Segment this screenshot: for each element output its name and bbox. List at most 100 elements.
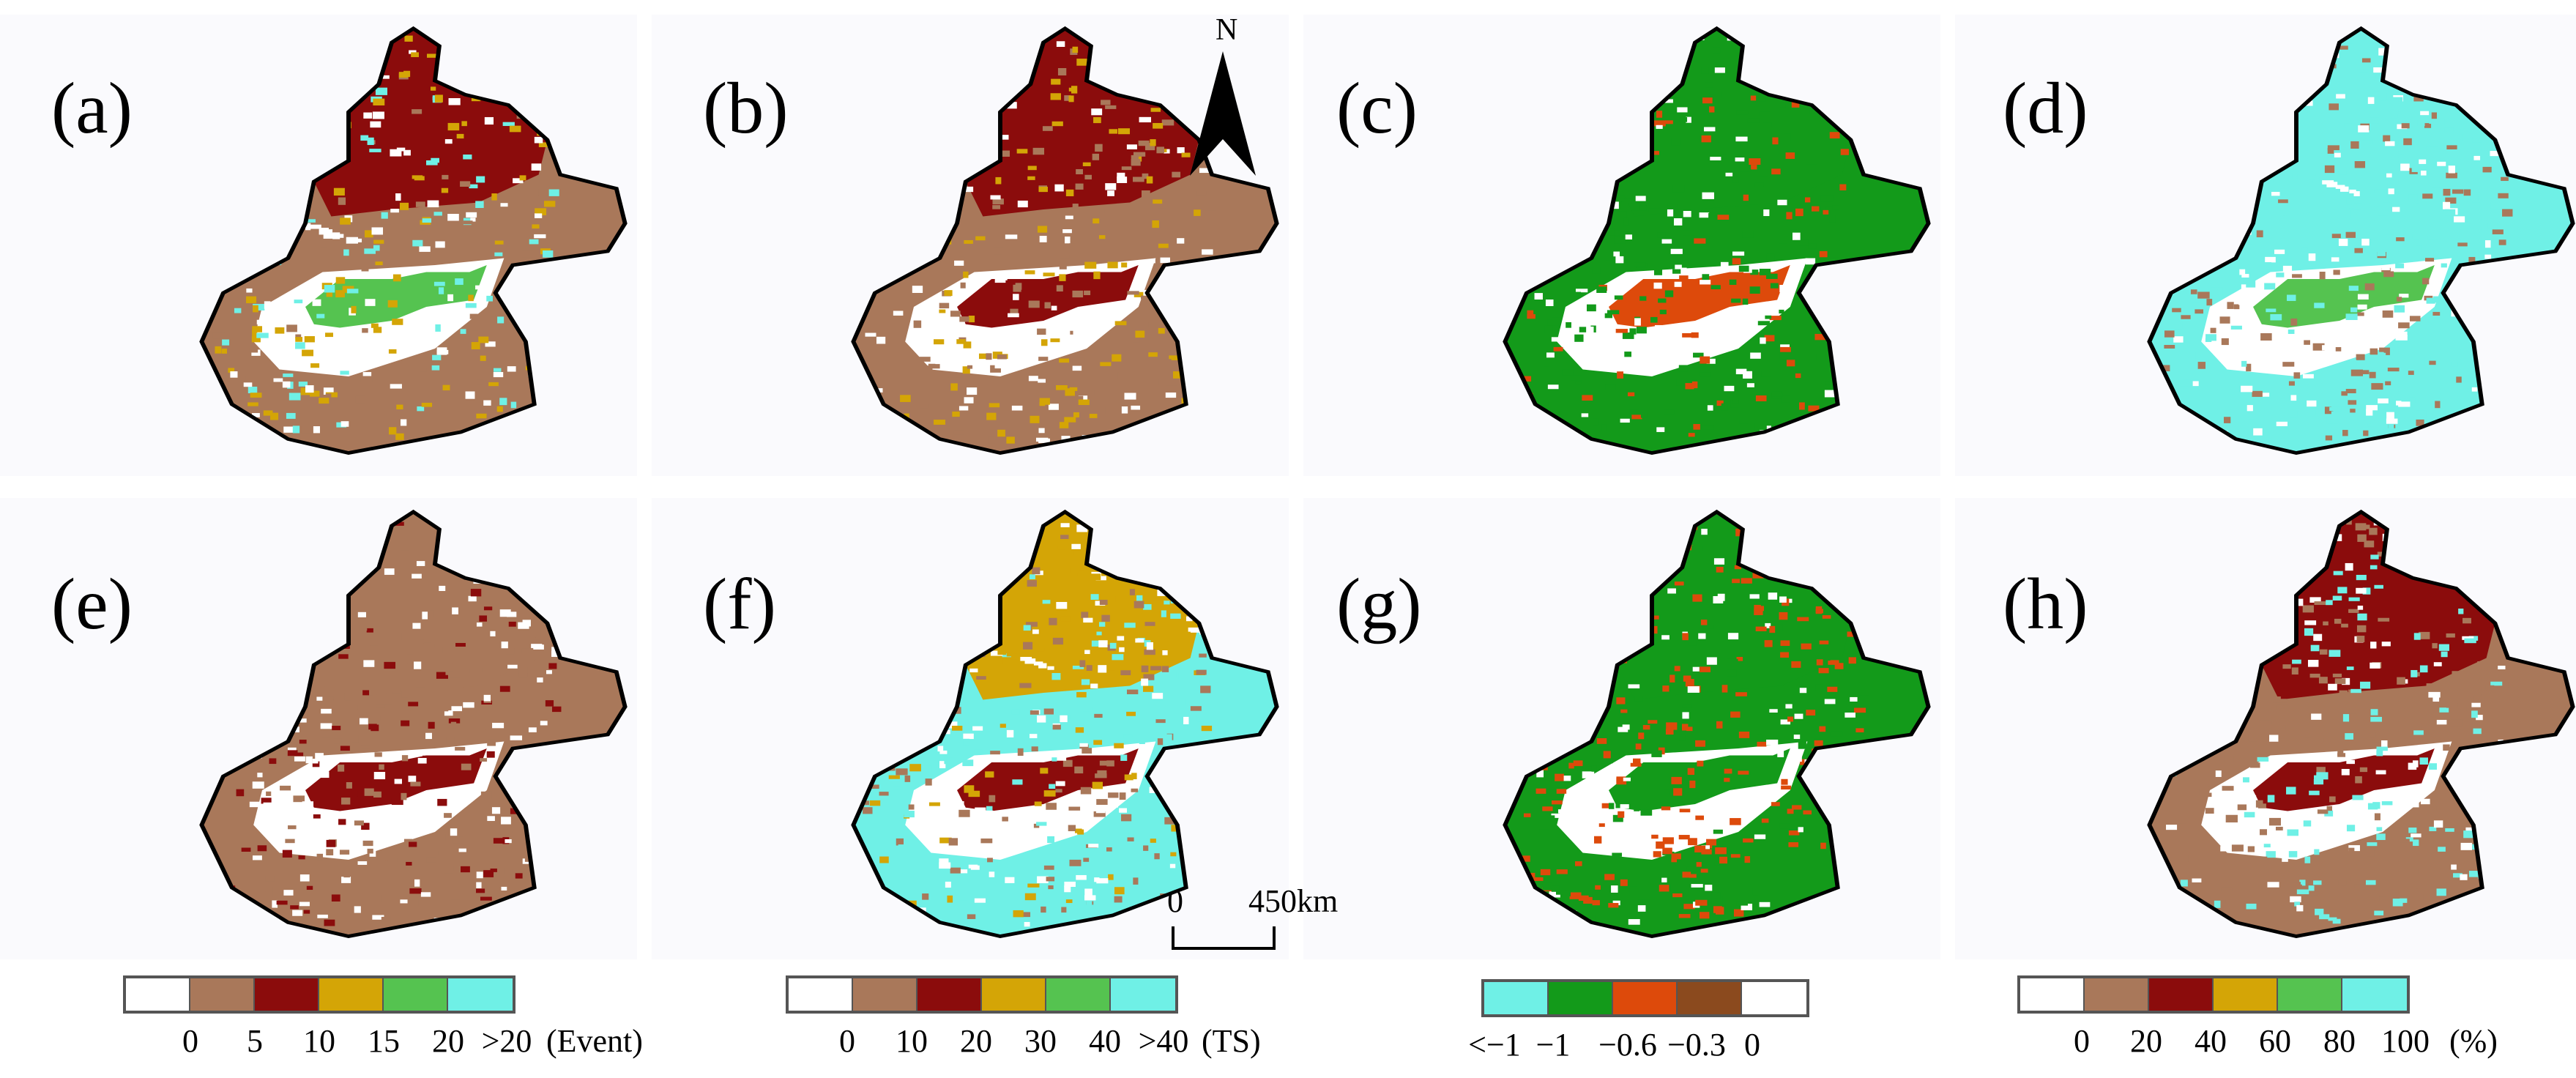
pixel-cell — [300, 608, 307, 615]
pixel-cell — [998, 150, 1010, 157]
pixel-cell — [378, 75, 390, 79]
pixel-cell — [1750, 95, 1757, 101]
pixel-cell — [1762, 55, 1771, 60]
pixel-cell — [465, 302, 477, 308]
pixel-cell — [1661, 806, 1671, 811]
pixel-cell — [1828, 417, 1839, 423]
pixel-cell — [1112, 354, 1122, 362]
pixel-cell — [2386, 418, 2398, 424]
pixel-cell — [2238, 300, 2248, 305]
pixel-cell — [335, 50, 342, 54]
pixel-cell — [1056, 41, 1065, 48]
pixel-cell — [1114, 896, 1123, 903]
pixel-cell — [1759, 902, 1771, 907]
pixel-cell — [1141, 665, 1149, 672]
pixel-cell — [1049, 617, 1057, 625]
pixel-cell — [1735, 692, 1747, 696]
pixel-cell — [1193, 612, 1202, 617]
pixel-cell — [1126, 711, 1136, 716]
pixel-cell — [1098, 665, 1107, 673]
pixel-cell — [475, 285, 488, 290]
pixel-cell — [1037, 715, 1046, 723]
pixel-cell — [980, 614, 991, 621]
pixel-cell — [1674, 37, 1684, 42]
pixel-cell — [1839, 814, 1852, 819]
pixel-cell — [1033, 823, 1040, 828]
pixel-cell — [222, 81, 231, 86]
pixel-cell — [1649, 42, 1656, 49]
pixel-cell — [529, 528, 536, 533]
pixel-cell — [287, 747, 297, 753]
pixel-cell — [2249, 762, 2260, 768]
pixel-cell — [914, 124, 922, 133]
pixel-cell — [2264, 283, 2276, 290]
pixel-cell — [2370, 716, 2382, 722]
pixel-cell — [1570, 557, 1577, 565]
pixel-cell — [435, 241, 445, 248]
pixel-cell — [1015, 46, 1021, 52]
pixel-cell — [1126, 689, 1139, 694]
panel-label-e: (e) — [51, 563, 133, 644]
pixel-cell — [1744, 856, 1751, 863]
pixel-cell — [1185, 699, 1196, 705]
pixel-cell — [450, 721, 457, 729]
pixel-cell — [2350, 141, 2359, 149]
pixel-cell — [223, 427, 236, 432]
map-g — [1503, 509, 1931, 938]
pixel-cell — [272, 900, 278, 908]
pixel-cell — [1064, 417, 1076, 423]
pixel-cell — [2350, 688, 2361, 694]
pixel-cell — [1816, 284, 1823, 290]
pixel-cell — [338, 135, 347, 141]
pixel-cell — [2357, 312, 2364, 316]
pixel-cell — [310, 224, 321, 229]
pixel-cell — [934, 210, 946, 215]
pixel-cell — [1528, 409, 1539, 416]
pixel-cell — [2456, 679, 2465, 685]
pixel-cell — [2446, 145, 2457, 150]
legend-swatch — [1046, 978, 1111, 1011]
pixel-cell — [1579, 182, 1588, 189]
pixel-cell — [958, 406, 969, 411]
pixel-cell — [2299, 880, 2306, 886]
pixel-cell — [480, 758, 488, 762]
pixel-cell — [2258, 856, 2268, 864]
pixel-cell — [2184, 662, 2192, 666]
pixel-cell — [1825, 207, 1836, 211]
pixel-cell — [1050, 93, 1061, 100]
pixel-cell — [2435, 401, 2441, 409]
pixel-cell — [2356, 587, 2367, 594]
pixel-cell — [1082, 162, 1091, 166]
pixel-cell — [1164, 734, 1172, 741]
pixel-cell — [1727, 633, 1739, 640]
pixel-cell — [363, 660, 375, 667]
pixel-cell — [2164, 892, 2170, 897]
pixel-cell — [1185, 412, 1193, 420]
pixel-cell — [461, 121, 467, 127]
pixel-cell — [1695, 807, 1707, 814]
pixel-cell — [1047, 836, 1055, 844]
pixel-cell — [278, 114, 284, 119]
pixel-cell — [1788, 842, 1799, 847]
pixel-cell — [1072, 365, 1082, 371]
pixel-cell — [1024, 658, 1036, 664]
pixel-cell — [1808, 405, 1820, 412]
pixel-cell — [1591, 765, 1597, 772]
pixel-cell — [1676, 51, 1686, 58]
pixel-cell — [945, 186, 953, 193]
pixel-cell — [1064, 885, 1071, 893]
northern-zone — [1617, 512, 1851, 700]
pixel-cell — [257, 773, 263, 778]
pixel-cell — [2487, 554, 2495, 562]
pixel-cell — [253, 303, 265, 311]
pixel-cell — [2381, 267, 2390, 271]
pixel-cell — [1077, 419, 1086, 423]
pixel-cell — [422, 610, 434, 618]
pixel-cell — [1141, 190, 1150, 198]
pixel-cell — [2432, 697, 2440, 702]
pixel-cell — [2441, 263, 2447, 268]
pixel-cell — [1169, 863, 1176, 869]
pixel-cell — [384, 568, 395, 575]
pixel-cell — [2348, 286, 2359, 291]
pixel-cell — [1038, 186, 1048, 193]
